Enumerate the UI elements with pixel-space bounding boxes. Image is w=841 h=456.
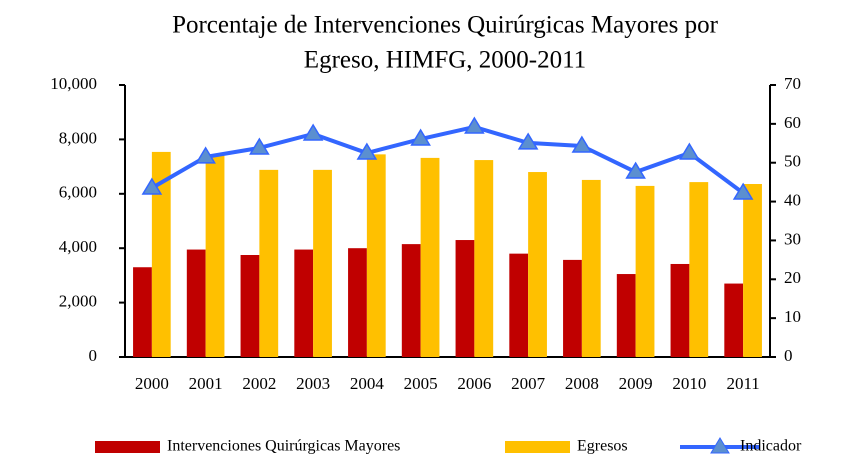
y2-tick-label: 30 — [784, 229, 801, 248]
marker — [464, 116, 485, 134]
y2-tick-label: 10 — [784, 307, 801, 326]
bar — [616, 274, 636, 357]
legend-swatch — [95, 441, 160, 453]
chart-title: Egreso, HIMFG, 2000-2011 — [304, 47, 586, 74]
x-tick-label: 2011 — [726, 374, 759, 393]
marker — [302, 123, 324, 141]
x-tick-label: 2007 — [511, 374, 546, 393]
bar — [635, 185, 655, 357]
marker — [141, 177, 163, 195]
marker — [410, 128, 431, 146]
y-tick-label: 0 — [89, 346, 98, 365]
legend-label: Intervenciones Quirúrgicas Mayores — [167, 438, 400, 455]
bar — [581, 179, 601, 357]
bar — [743, 184, 762, 357]
x-tick-label: 2003 — [296, 374, 330, 393]
x-tick-label: 2010 — [672, 374, 706, 393]
y2-tick-label: 40 — [784, 190, 801, 209]
legend-label: Egresos — [577, 438, 628, 455]
legend-swatch — [505, 441, 570, 453]
y2-tick-label: 20 — [784, 268, 801, 287]
bar — [474, 160, 494, 357]
marker — [679, 142, 700, 160]
bar — [420, 157, 440, 357]
x-tick-label: 2006 — [457, 374, 491, 393]
legend-label: Indicador — [740, 438, 802, 455]
legend-swatch — [710, 437, 730, 454]
bar — [294, 249, 314, 357]
bar — [689, 182, 709, 357]
bar — [133, 267, 152, 357]
x-tick-label: 2009 — [619, 374, 653, 393]
marker — [249, 137, 270, 155]
y-tick-label: 2,000 — [59, 292, 97, 311]
bar — [455, 240, 475, 357]
marker — [732, 182, 754, 200]
marker — [356, 142, 378, 160]
y2-tick-label: 0 — [784, 346, 793, 365]
y-tick-label: 10,000 — [50, 74, 97, 93]
y2-tick-label: 50 — [784, 152, 801, 171]
bar — [186, 249, 206, 357]
bar — [151, 151, 171, 357]
marker — [571, 135, 593, 153]
bar — [205, 155, 225, 357]
line — [150, 124, 745, 195]
bar — [348, 248, 367, 357]
y2-tick-label: 60 — [784, 113, 801, 132]
x-tick-label: 2004 — [350, 374, 385, 393]
y-tick-label: 8,000 — [59, 128, 97, 147]
bar — [563, 259, 582, 357]
x-tick-label: 2005 — [404, 374, 438, 393]
y-tick-label: 4,000 — [59, 237, 97, 256]
bar — [240, 255, 260, 357]
x-tick-label: 2008 — [565, 374, 599, 393]
bar — [509, 253, 529, 357]
x-tick-label: 2001 — [189, 374, 223, 393]
y-tick-label: 6,000 — [59, 183, 97, 202]
marker — [517, 132, 539, 150]
bar — [401, 244, 421, 357]
y2-tick-label: 70 — [784, 74, 801, 93]
bar — [313, 169, 332, 357]
chart-title: Porcentaje de Intervenciones Quirúrgicas… — [172, 12, 719, 39]
bar — [670, 263, 690, 357]
bar — [259, 169, 279, 357]
marker — [625, 161, 646, 179]
x-tick-label: 2002 — [242, 374, 276, 393]
bar — [528, 172, 547, 357]
marker — [195, 146, 216, 164]
bar — [366, 154, 386, 357]
bar — [724, 283, 744, 357]
x-tick-label: 2000 — [135, 374, 169, 393]
